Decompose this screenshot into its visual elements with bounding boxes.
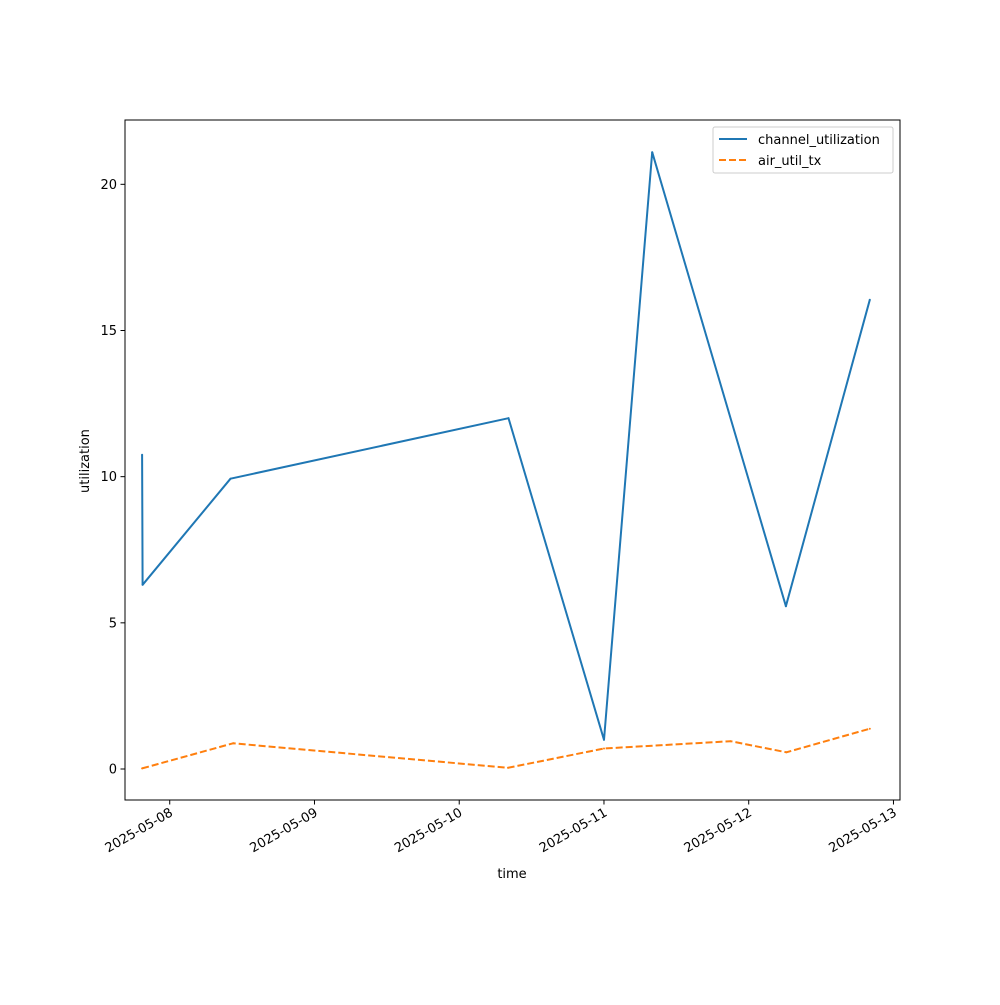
series-layer bbox=[141, 151, 871, 770]
data-point-channel-utilization-2 bbox=[229, 477, 232, 480]
data-point-channel-utilization-5 bbox=[651, 151, 654, 154]
legend-label-air-util-tx: air_util_tx bbox=[758, 154, 822, 169]
data-point-channel-utilization-3 bbox=[507, 417, 510, 420]
data-point-air-util-tx-5 bbox=[785, 751, 788, 754]
legend: channel_utilization air_util_tx bbox=[712, 126, 894, 174]
y-tick-label: 10 bbox=[100, 470, 117, 485]
y-axis-label: utilization bbox=[78, 429, 93, 493]
plot-frame bbox=[124, 119, 901, 801]
data-point-air-util-tx-6 bbox=[868, 727, 871, 730]
y-axis: 0 5 10 15 20 bbox=[100, 178, 125, 778]
series-line-channel-utilization bbox=[141, 151, 871, 741]
y-tick-label: 15 bbox=[100, 324, 117, 339]
data-point-channel-utilization-6 bbox=[784, 605, 787, 608]
y-tick-label: 5 bbox=[109, 616, 117, 631]
data-point-air-util-tx-3 bbox=[603, 747, 605, 750]
legend-box bbox=[712, 126, 894, 174]
legend-label-channel-utilization: channel_utilization bbox=[758, 133, 880, 148]
data-point-channel-utilization-4 bbox=[603, 738, 605, 741]
x-axis-label: time bbox=[497, 867, 526, 882]
data-point-channel-utilization-0 bbox=[141, 453, 144, 456]
y-tick-label: 0 bbox=[109, 763, 117, 778]
data-point-air-util-tx-0 bbox=[141, 767, 144, 770]
y-tick-label: 20 bbox=[100, 178, 117, 193]
data-point-air-util-tx-1 bbox=[232, 742, 235, 745]
data-point-channel-utilization-1 bbox=[141, 583, 144, 586]
data-point-channel-utilization-7 bbox=[868, 298, 871, 301]
data-point-air-util-tx-4 bbox=[729, 740, 732, 743]
data-point-air-util-tx-2 bbox=[507, 766, 509, 769]
